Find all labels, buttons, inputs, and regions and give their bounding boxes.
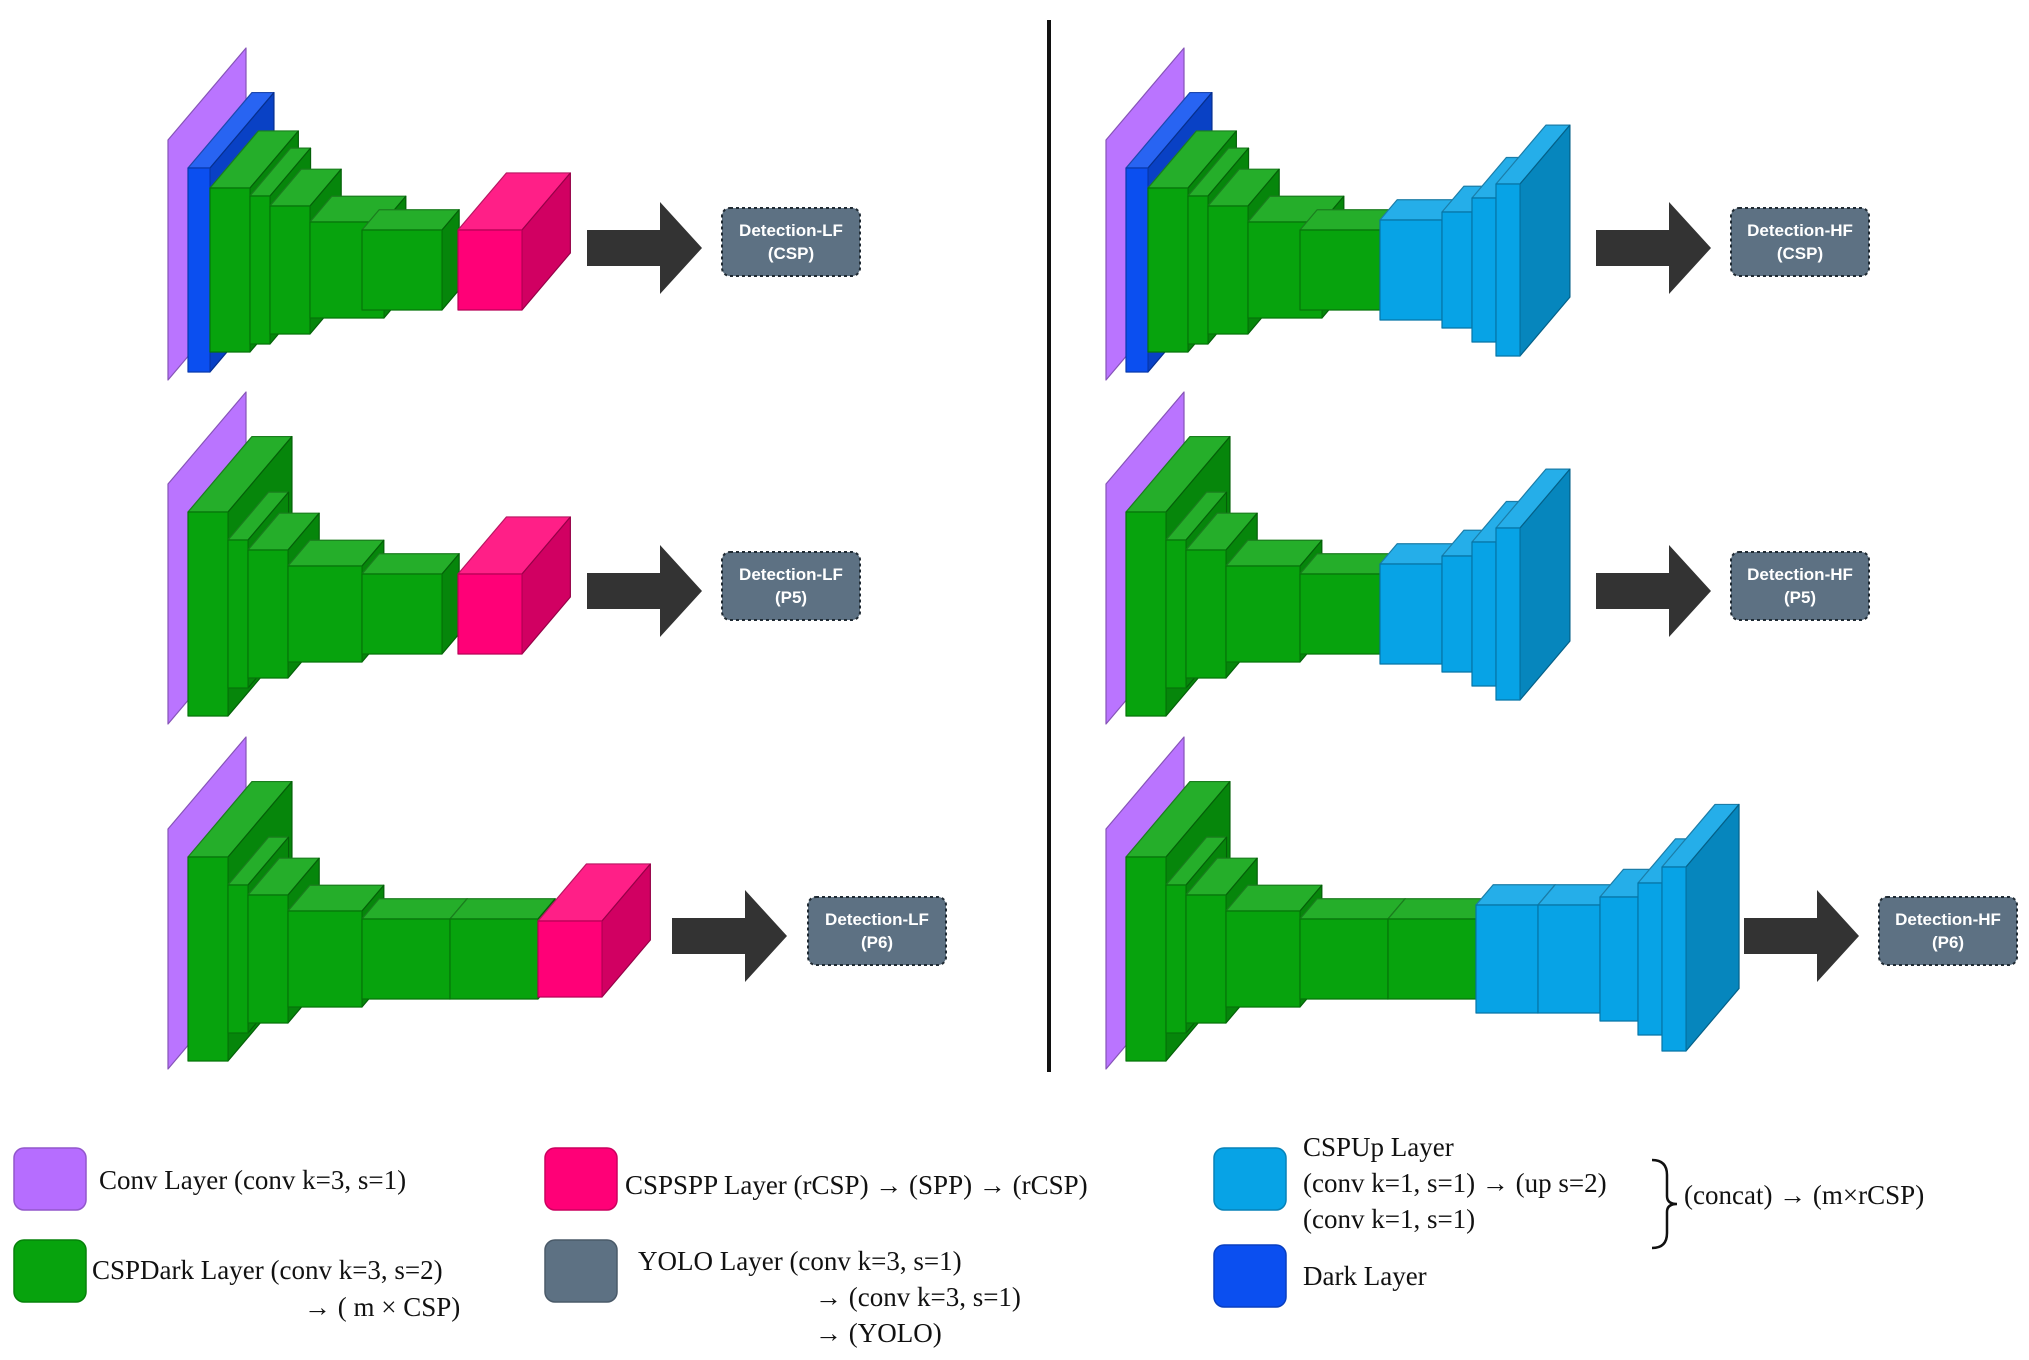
detection-label-line1: Detection-HF	[1747, 221, 1853, 240]
arrow-right-icon	[1744, 890, 1859, 982]
legend-yolo-label: YOLO Layer (conv k=3, s=1)	[638, 1246, 962, 1276]
detection-label-line2: (CSP)	[1777, 244, 1823, 263]
cyan-swatch	[1213, 1147, 1287, 1211]
detection-box-left-csp: Detection-LF (CSP)	[721, 207, 861, 277]
detection-box-right-p6: Detection-HF (P6)	[1878, 896, 2018, 966]
legend-dark-label: Dark Layer	[1303, 1261, 1427, 1291]
cspup-layer-block	[1495, 124, 1571, 357]
legend-cspup-label-line2: (conv k=1, s=1) → (up s=2)	[1303, 1168, 1607, 1198]
cspdark-layer-block	[361, 553, 460, 655]
detection-label-line1: Detection-HF	[1747, 565, 1853, 584]
architecture-left-csp	[167, 47, 571, 381]
detection-label-line1: Detection-LF	[739, 565, 843, 584]
legend-cspspp-label: CSPSPP Layer (rCSP) → (SPP) → (rCSP)	[625, 1170, 1088, 1200]
arrow-right-icon	[1596, 202, 1711, 294]
legend: Conv Layer (conv k=3, s=1) CSPDark Layer…	[13, 1132, 1924, 1348]
detection-label-line2: (P6)	[861, 933, 893, 952]
legend-yolo-label-line2: → (conv k=3, s=1)	[815, 1282, 1021, 1312]
legend-yolo-label-line3: → (YOLO)	[815, 1318, 942, 1348]
cspup-layer-block	[1495, 468, 1571, 701]
green-swatch	[13, 1239, 87, 1303]
legend-cspup-label-line3: (conv k=1, s=1)	[1303, 1204, 1475, 1234]
detection-box-right-p5: Detection-HF (P5)	[1730, 551, 1870, 621]
legend-cspup-label: CSPUp Layer	[1303, 1132, 1454, 1162]
cspup-layer-block	[1661, 803, 1740, 1052]
arrow-right-icon	[672, 890, 787, 982]
arrow-right-icon	[1596, 545, 1711, 637]
architecture-right-p6	[1105, 736, 1740, 1070]
architecture-right-p5	[1105, 391, 1571, 725]
arrow-right-icon	[587, 545, 702, 637]
detection-box-right-csp: Detection-HF (CSP)	[1730, 207, 1870, 277]
architecture-right-csp	[1105, 47, 1571, 381]
pink-swatch	[544, 1147, 618, 1211]
detection-label-line2: (P5)	[1784, 588, 1816, 607]
detection-label-line2: (P5)	[775, 588, 807, 607]
detection-label-line1: Detection-LF	[739, 221, 843, 240]
legend-cspdark-label: CSPDark Layer (conv k=3, s=2)	[92, 1255, 443, 1285]
purple-swatch	[13, 1147, 87, 1211]
detection-box-left-p5: Detection-LF (P5)	[721, 551, 861, 621]
cspspp-layer-block	[457, 516, 571, 655]
detection-label-line2: (CSP)	[768, 244, 814, 263]
architecture-left-p5	[167, 391, 571, 725]
legend-conv-label: Conv Layer (conv k=3, s=1)	[99, 1165, 406, 1195]
legend-cspup-suffix: (concat) → (m×rCSP)	[1684, 1180, 1924, 1210]
cspspp-layer-block	[537, 863, 651, 998]
cspdark-layer-block	[1299, 209, 1398, 311]
detection-box-left-p6: Detection-LF (P6)	[807, 896, 947, 966]
architecture-left-p6	[167, 736, 651, 1070]
detection-label-line1: Detection-LF	[825, 910, 929, 929]
legend-cspdark-label-line2: → ( m × CSP)	[304, 1292, 460, 1322]
cspspp-layer-block	[457, 172, 571, 311]
arrow-right-icon	[587, 202, 702, 294]
detection-label-line2: (P6)	[1932, 933, 1964, 952]
cspdark-layer-block	[361, 209, 460, 311]
slate-swatch	[544, 1239, 618, 1303]
detection-label-line1: Detection-HF	[1895, 910, 2001, 929]
right-brace-icon	[1651, 1158, 1678, 1250]
blue-swatch	[1213, 1244, 1287, 1308]
